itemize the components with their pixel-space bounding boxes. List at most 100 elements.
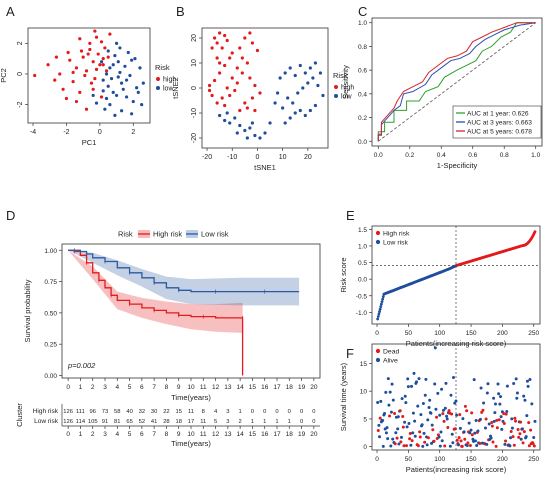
dead-point bbox=[401, 425, 405, 429]
data-point-low bbox=[245, 136, 249, 140]
data-point-high bbox=[223, 63, 227, 68]
alive-point bbox=[394, 431, 398, 435]
data-point-low bbox=[293, 111, 297, 115]
data-point-low bbox=[313, 61, 317, 65]
alive-point bbox=[509, 436, 513, 440]
alive-point bbox=[397, 442, 401, 446]
table-cell: 5 bbox=[214, 419, 217, 425]
roc-panel: 0.0 0.2 0.4 0.6 0.8 1.0 1.0 0.8 0.6 0.4 0.2 0.0 1-Sp… bbox=[341, 17, 543, 170]
alive-point bbox=[430, 423, 434, 427]
data-point-high bbox=[96, 52, 100, 56]
data-point-low bbox=[99, 60, 104, 64]
legend-label: low bbox=[163, 86, 174, 93]
data-point-low bbox=[141, 81, 145, 85]
data-point-high bbox=[238, 46, 242, 50]
data-point-high bbox=[74, 66, 79, 70]
table-x-tick-label: 10 bbox=[187, 431, 195, 438]
alive-point bbox=[439, 430, 443, 434]
alive-point bbox=[478, 417, 482, 421]
legend-marker bbox=[334, 85, 338, 89]
alive-point bbox=[406, 385, 410, 389]
data-point-low bbox=[253, 133, 257, 138]
alive-point bbox=[438, 413, 442, 417]
alive-point bbox=[411, 431, 415, 435]
table-x-tick-label: 3 bbox=[103, 431, 107, 438]
tsne-panel: -20 -10 0 10 20 20 10 0 -10 -20 tSNE1 tSNE2 Risk high… bbox=[171, 27, 354, 172]
dead-point bbox=[393, 411, 397, 415]
alive-point bbox=[489, 436, 493, 440]
table-cell: 58 bbox=[114, 409, 120, 415]
x-tick-label: 20 bbox=[304, 154, 312, 161]
data-point-high bbox=[61, 87, 65, 91]
legend-label: Alive bbox=[383, 358, 398, 365]
data-point-low bbox=[114, 41, 119, 45]
dead-point bbox=[478, 442, 482, 446]
alive-point bbox=[436, 391, 440, 395]
table-cell: 4 bbox=[214, 409, 218, 415]
data-point-high bbox=[233, 88, 237, 93]
data-point-low bbox=[104, 72, 109, 76]
dead-point bbox=[470, 411, 474, 415]
dead-point bbox=[455, 438, 459, 442]
dead-point bbox=[388, 414, 392, 418]
alive-point bbox=[449, 393, 453, 397]
alive-point bbox=[427, 405, 431, 409]
alive-point bbox=[448, 444, 452, 448]
alive-point bbox=[512, 382, 516, 386]
data-point-low bbox=[130, 58, 134, 62]
data-point-low bbox=[308, 108, 312, 113]
data-point-low bbox=[243, 128, 247, 133]
data-point-low bbox=[114, 93, 119, 98]
data-point-high bbox=[106, 55, 110, 59]
dead-point bbox=[497, 418, 501, 422]
table-cell: 81 bbox=[114, 419, 120, 425]
alive-point bbox=[522, 394, 526, 398]
data-point-high bbox=[103, 46, 107, 50]
data-point-high bbox=[66, 50, 70, 55]
alive-point bbox=[409, 443, 413, 447]
dead-point bbox=[518, 432, 522, 436]
alive-point bbox=[407, 421, 411, 425]
alive-point bbox=[384, 390, 388, 394]
data-point-low bbox=[106, 84, 110, 88]
alive-point bbox=[390, 382, 394, 386]
dead-point bbox=[416, 444, 420, 448]
legend-marker bbox=[156, 86, 160, 90]
data-point-high bbox=[83, 73, 87, 78]
legend-marker bbox=[375, 230, 381, 236]
table-cell: 0 bbox=[263, 409, 266, 415]
survival-time-panel: 0 50 100 150 200 250151050Patients(increasing… bbox=[339, 343, 541, 474]
alive-point bbox=[474, 418, 478, 422]
alive-point bbox=[428, 398, 432, 402]
x-tick-label: -10 bbox=[227, 154, 237, 161]
data-point-high bbox=[210, 46, 214, 50]
legend-label: Dead bbox=[383, 349, 399, 356]
alive-point bbox=[498, 402, 502, 406]
data-point-low bbox=[119, 109, 124, 113]
data-point-high bbox=[235, 81, 239, 85]
low-risk-point bbox=[381, 297, 385, 301]
data-point-high bbox=[223, 33, 227, 38]
survival-panel: 0 1 2 3 4 5 6 7 8 9 10 11 12 13 14 15 16 17 18 19 201.000.75… bbox=[15, 230, 321, 448]
alive-point bbox=[443, 406, 447, 410]
legend-label: High risk bbox=[153, 230, 182, 239]
y-tick-label: -10 bbox=[191, 108, 198, 118]
data-point-high bbox=[54, 55, 59, 59]
data-point-high bbox=[228, 93, 232, 98]
data-point-low bbox=[116, 75, 120, 79]
data-point-low bbox=[303, 113, 307, 118]
alive-point bbox=[419, 413, 423, 417]
table-cell: 1 bbox=[251, 419, 254, 425]
data-point-low bbox=[123, 64, 127, 68]
alive-point bbox=[433, 346, 437, 350]
data-point-high bbox=[68, 58, 72, 62]
table-row-name: High risk bbox=[33, 408, 59, 415]
dead-point bbox=[509, 429, 513, 433]
data-point-low bbox=[263, 131, 267, 135]
table-x-tick-label: 6 bbox=[140, 431, 144, 438]
table-cell: 8 bbox=[202, 409, 205, 415]
roc-curve bbox=[377, 22, 536, 142]
plot-frame bbox=[371, 17, 543, 147]
y-tick-label: 0.4 bbox=[358, 91, 367, 98]
